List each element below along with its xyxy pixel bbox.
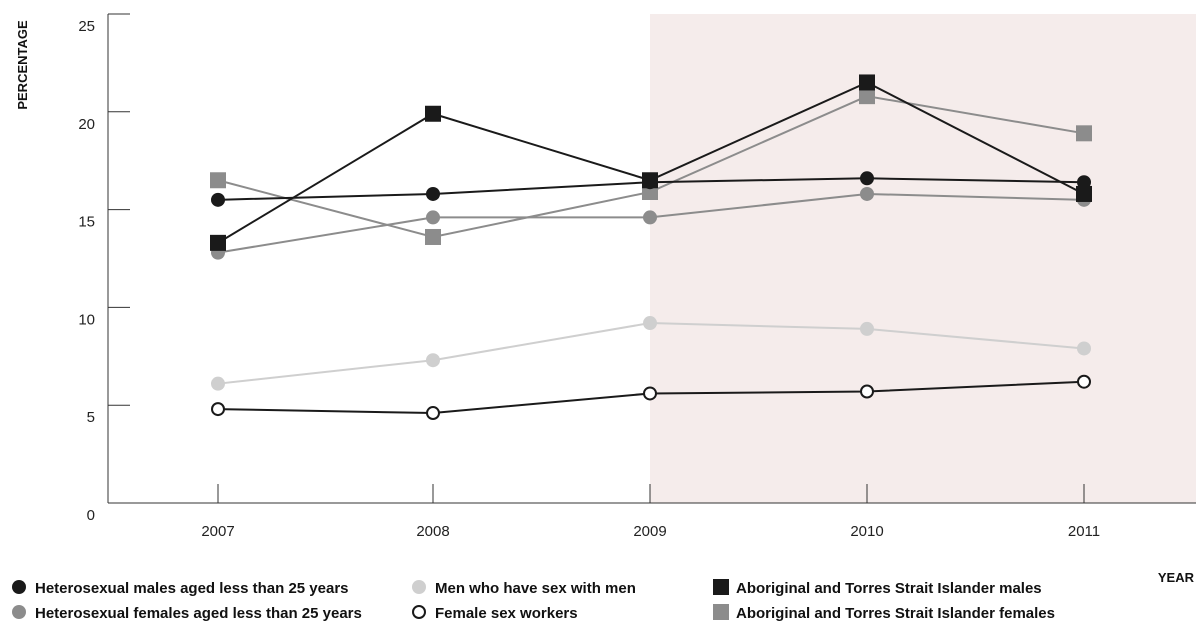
- data-point: [426, 210, 440, 225]
- highlight-region: [650, 14, 1196, 503]
- x-tick-label: 2007: [201, 523, 234, 540]
- x-axis: 2007 2008 2009 2010 2011: [108, 484, 1196, 540]
- data-point: [426, 353, 440, 368]
- legend-label: Aboriginal and Torres Strait Islander fe…: [736, 605, 1055, 622]
- data-point: [859, 88, 875, 105]
- data-point: [1076, 185, 1092, 202]
- legend-swatch: [412, 580, 426, 594]
- data-point: [1077, 374, 1091, 389]
- x-tick-label: 2009: [633, 523, 666, 540]
- y-tick-label: 0: [87, 507, 95, 524]
- data-point: [1077, 175, 1091, 190]
- data-point: [642, 172, 658, 189]
- legend-item: Heterosexual males aged less than 25 yea…: [12, 580, 349, 597]
- legend-label: Female sex workers: [435, 605, 578, 622]
- series-markers: [210, 74, 1092, 421]
- x-tick-label: 2008: [416, 523, 449, 540]
- data-point: [210, 172, 226, 189]
- x-tick-label: 2010: [850, 523, 883, 540]
- data-point: [643, 316, 657, 331]
- legend: Heterosexual males aged less than 25 yea…: [12, 579, 1055, 622]
- data-point: [426, 186, 440, 201]
- y-tick-label: 25: [78, 18, 95, 35]
- data-point: [210, 234, 226, 251]
- y-axis: 0 5 10 15 20 25: [78, 13, 130, 524]
- y-tick-label: 5: [87, 409, 95, 426]
- data-point: [211, 376, 225, 391]
- data-point: [211, 402, 225, 417]
- data-point: [425, 105, 441, 122]
- y-tick-label: 15: [78, 214, 95, 231]
- data-point: [1076, 125, 1092, 142]
- legend-swatch: [713, 604, 729, 620]
- data-point: [1077, 341, 1091, 356]
- data-point: [425, 228, 441, 245]
- legend-label: Heterosexual females aged less than 25 y…: [35, 605, 362, 622]
- x-axis-title: YEAR: [1158, 570, 1195, 585]
- data-point: [860, 186, 874, 201]
- legend-swatch: [713, 579, 729, 595]
- data-point: [426, 406, 440, 421]
- legend-swatch: [412, 605, 426, 619]
- data-point: [643, 386, 657, 401]
- x-tick-label: 2011: [1068, 523, 1100, 540]
- y-tick-label: 10: [78, 311, 95, 328]
- data-point: [211, 192, 225, 207]
- legend-item: Female sex workers: [412, 605, 578, 622]
- legend-item: Aboriginal and Torres Strait Islander ma…: [713, 579, 1042, 597]
- data-point: [860, 384, 874, 399]
- legend-label: Heterosexual males aged less than 25 yea…: [35, 580, 349, 597]
- legend-label: Aboriginal and Torres Strait Islander ma…: [736, 580, 1042, 597]
- legend-item: Aboriginal and Torres Strait Islander fe…: [713, 604, 1055, 622]
- data-point: [859, 74, 875, 91]
- legend-label: Men who have sex with men: [435, 580, 636, 597]
- data-point: [860, 171, 874, 186]
- legend-swatch: [12, 605, 26, 619]
- legend-item: Men who have sex with men: [412, 580, 636, 597]
- data-point: [860, 321, 874, 336]
- y-tick-label: 20: [78, 116, 95, 133]
- legend-swatch: [12, 580, 26, 594]
- y-axis-title: PERCENTAGE: [15, 20, 30, 110]
- data-point: [643, 210, 657, 225]
- legend-item: Heterosexual females aged less than 25 y…: [12, 605, 362, 622]
